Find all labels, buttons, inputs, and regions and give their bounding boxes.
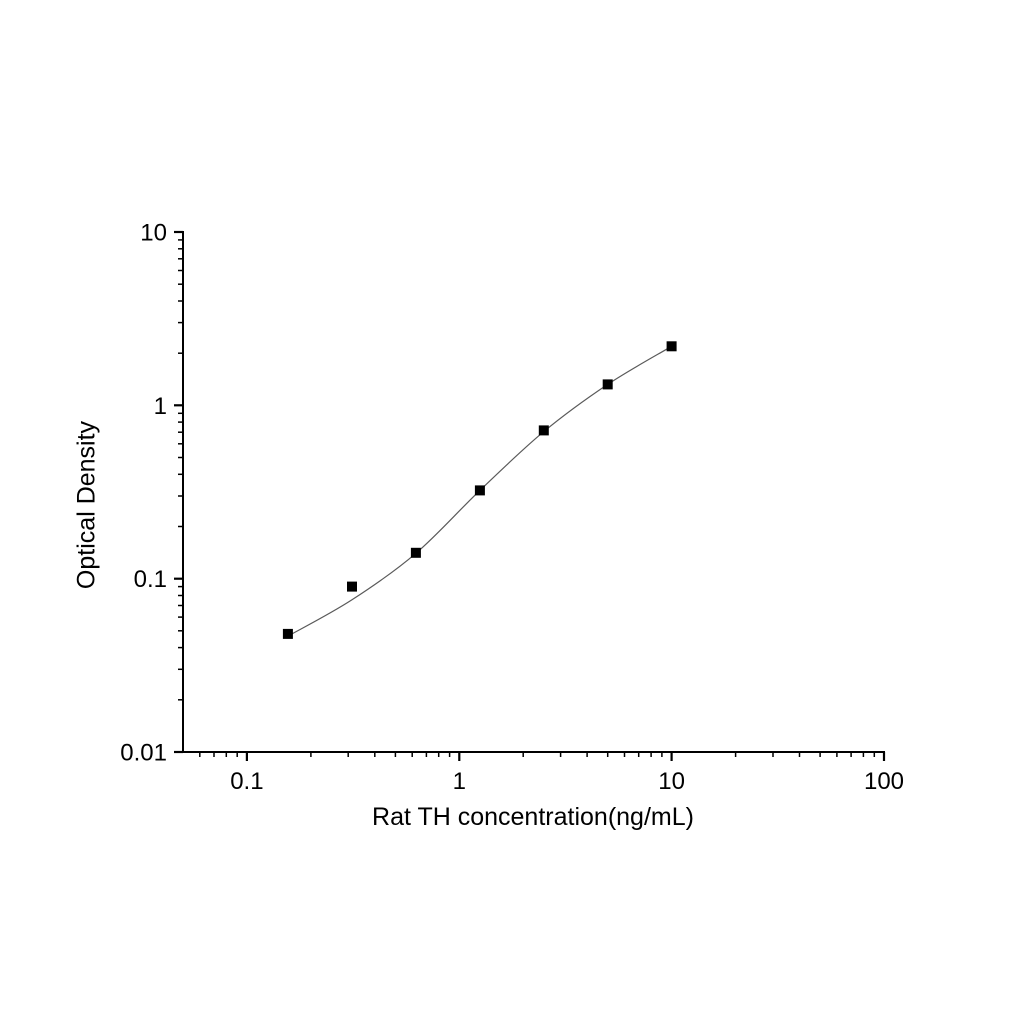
y-tick-label: 1 xyxy=(154,393,167,420)
y-tick-label: 10 xyxy=(140,220,167,247)
data-point-marker xyxy=(347,581,357,592)
y-tick-label: 0.01 xyxy=(120,740,167,767)
data-point-marker xyxy=(538,425,549,436)
data-point-marker xyxy=(602,379,613,390)
x-tick-label: 1 xyxy=(453,768,466,795)
y-tick-label: 0.1 xyxy=(134,566,167,593)
data-point-marker xyxy=(474,485,485,496)
x-tick-label: 0.1 xyxy=(230,768,263,795)
y-axis-title: Optical Density xyxy=(72,420,101,590)
data-point-marker xyxy=(666,341,677,352)
x-tick-label: 100 xyxy=(864,768,904,795)
x-axis-title: Rat TH concentration(ng/mL) xyxy=(372,803,694,831)
x-tick-label: 10 xyxy=(658,768,685,795)
data-point-marker xyxy=(410,547,421,558)
data-point-marker xyxy=(282,628,293,639)
